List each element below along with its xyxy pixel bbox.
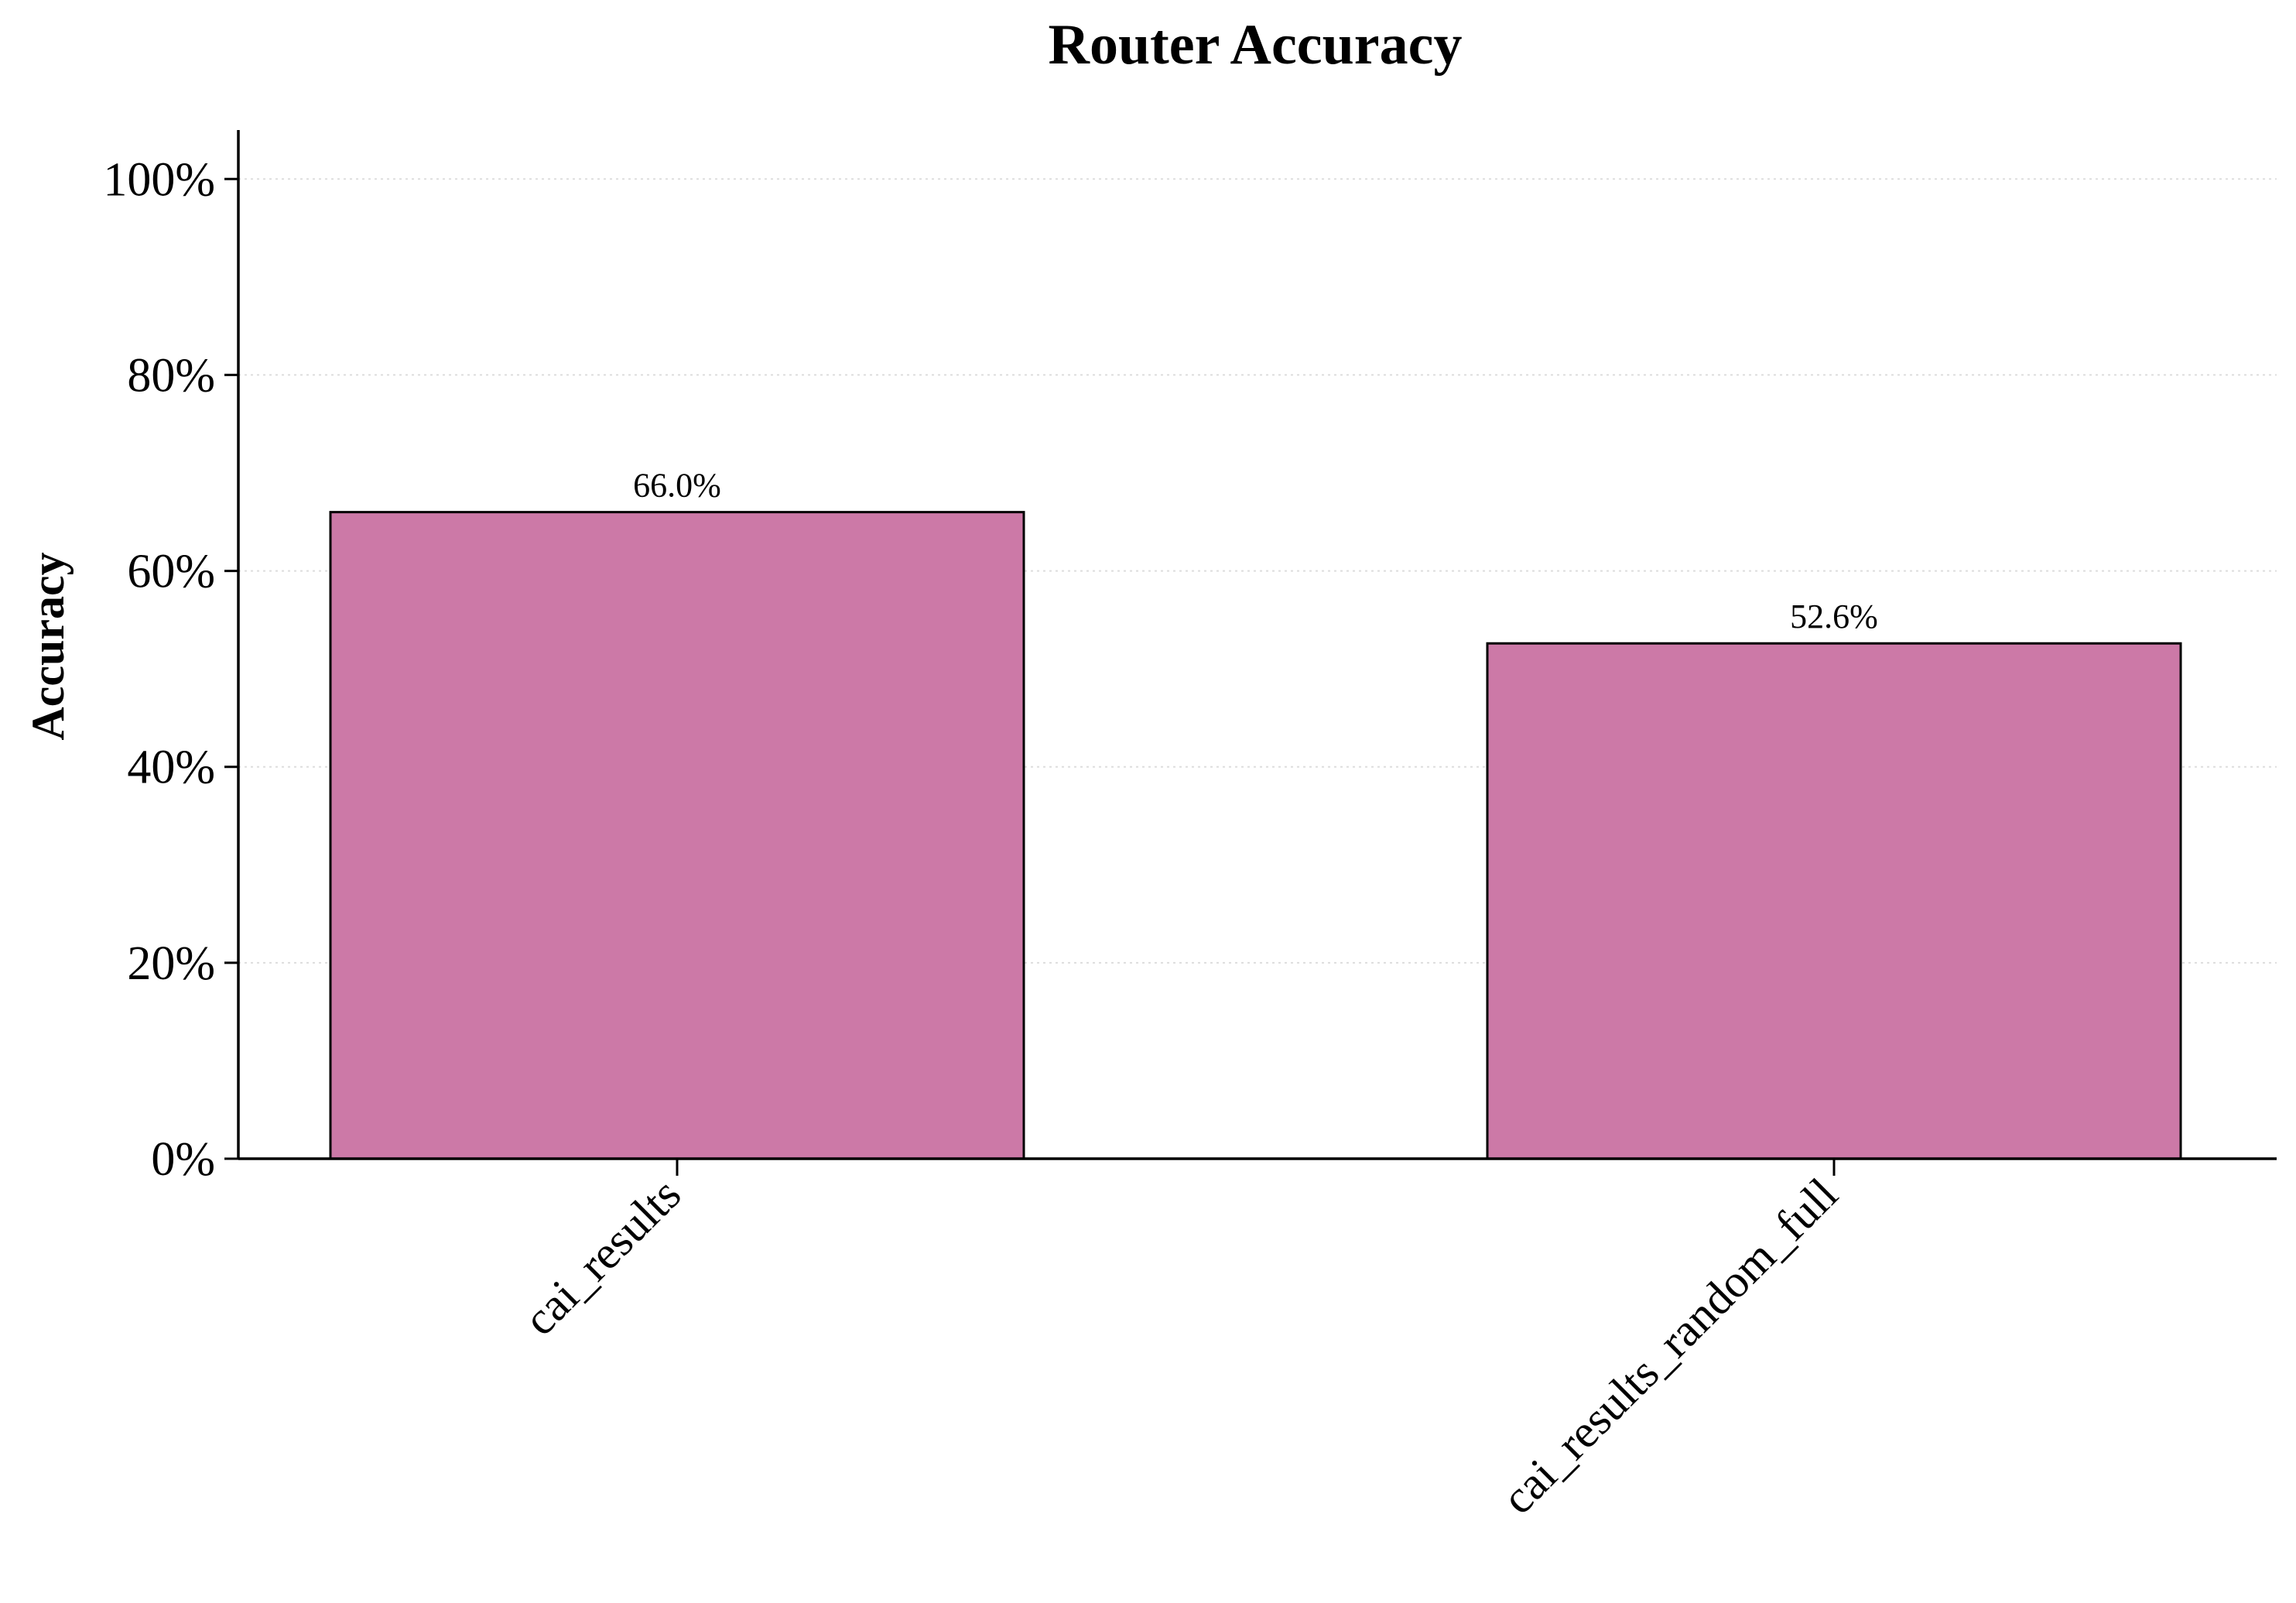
- chart-title: Router Accuracy: [1049, 13, 1463, 77]
- bar-cai-results-random-full: [1486, 642, 2182, 1160]
- y-tick-label: 20%: [127, 937, 215, 990]
- y-tick-label: 40%: [127, 742, 215, 794]
- x-tick-label: cai_results: [514, 1169, 690, 1345]
- y-tick-label: 100%: [103, 153, 215, 206]
- bars: [329, 511, 2182, 1160]
- y-axis-label: Accuracy: [22, 552, 74, 740]
- y-tick-label: 80%: [127, 349, 215, 402]
- bar-value-label: 66.0%: [633, 467, 721, 505]
- data-labels: 66.0% 52.6%: [633, 467, 1878, 636]
- bar-value-label: 52.6%: [1790, 598, 1878, 635]
- y-tick-label: 60%: [127, 546, 215, 598]
- x-tick-label: cai_results_random_full: [1492, 1169, 1847, 1524]
- y-tick-label: 0%: [151, 1133, 215, 1186]
- axes: [237, 130, 2277, 1160]
- bar-cai-results: [329, 511, 1025, 1160]
